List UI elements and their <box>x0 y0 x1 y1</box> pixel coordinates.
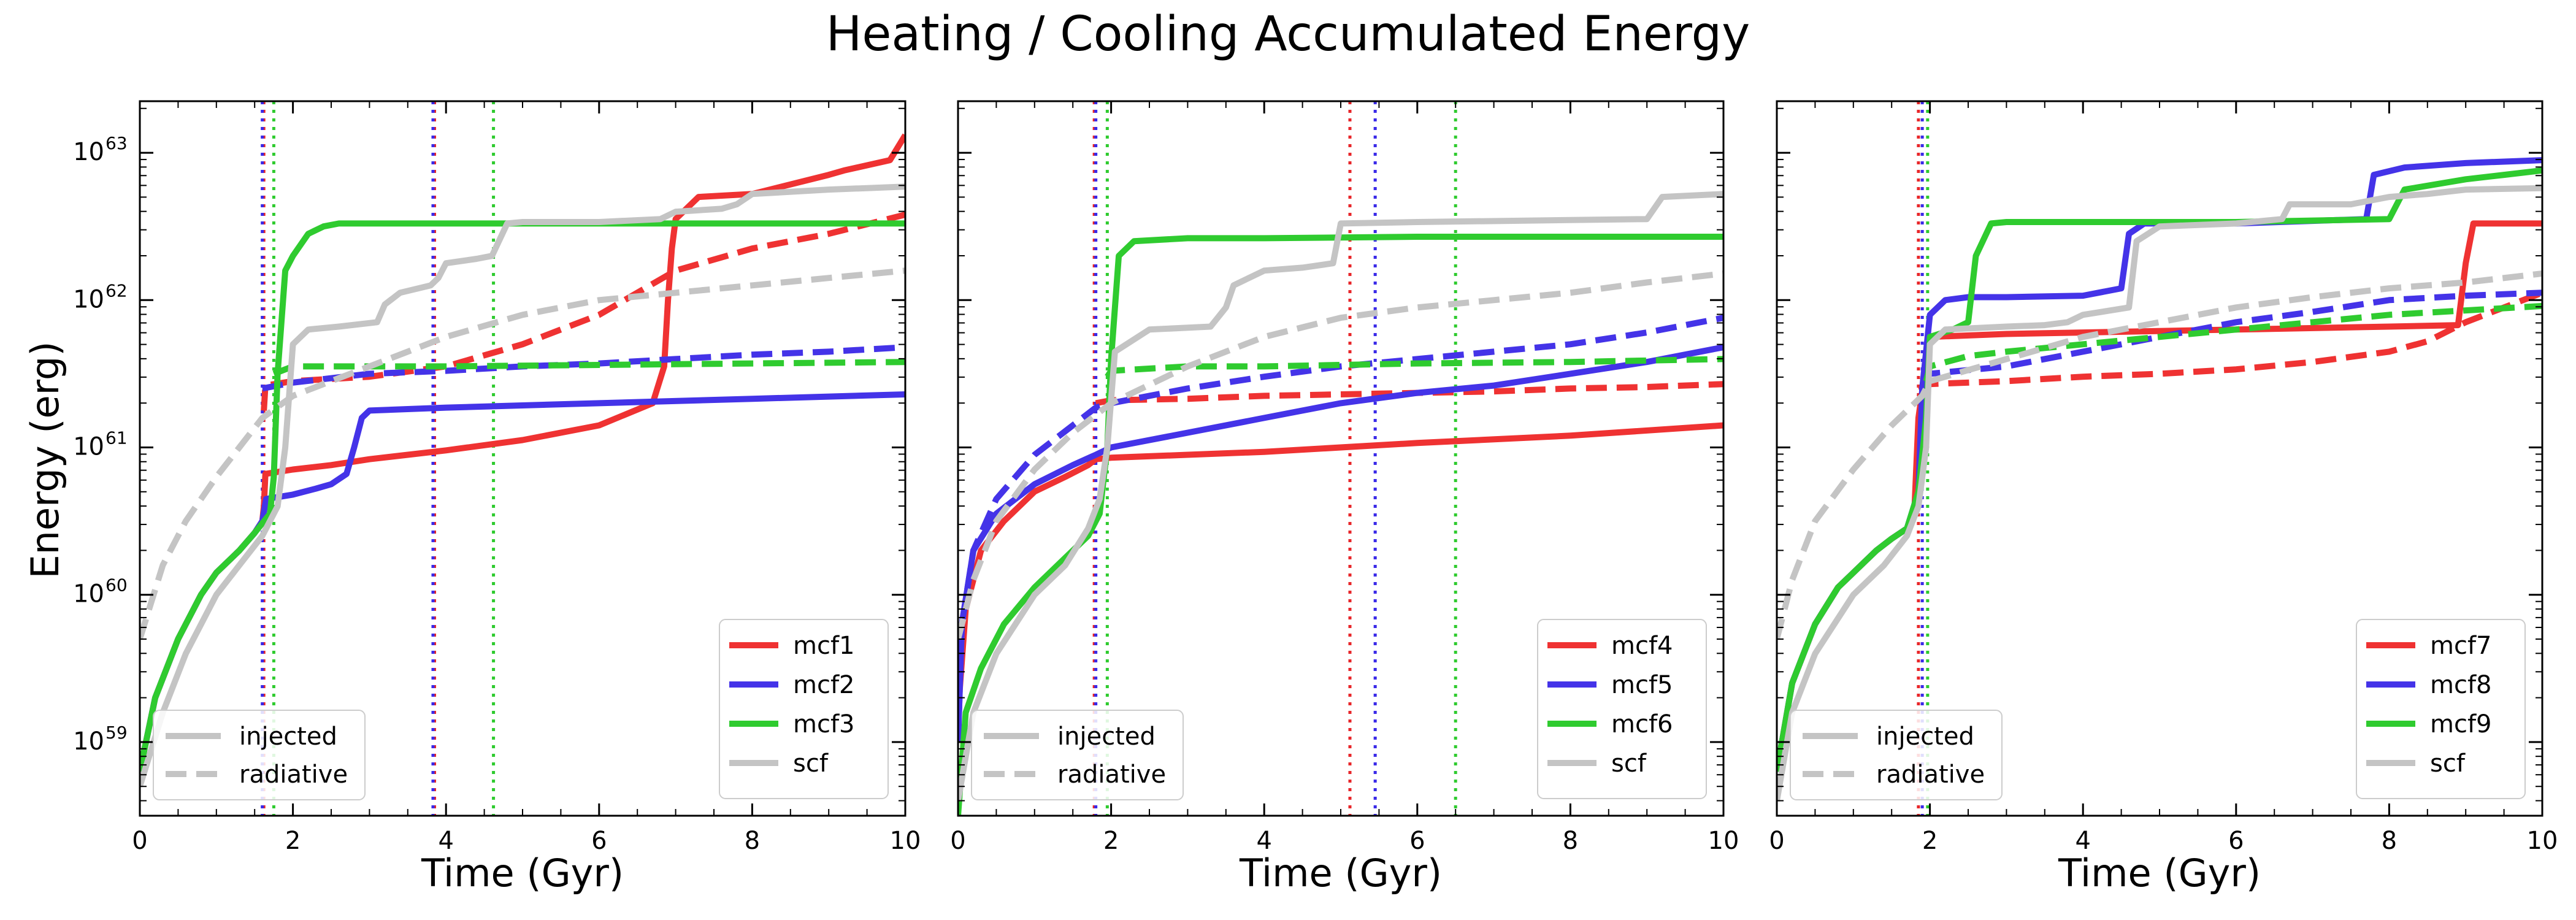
legend-entry: mcf8 <box>2430 671 2492 699</box>
legend-box <box>971 710 1184 800</box>
series-scf-radiative <box>140 267 905 640</box>
legend-entry: scf <box>2430 749 2466 778</box>
y-tick-exponent: 63 <box>105 133 128 153</box>
y-tick-exponent: 62 <box>105 280 128 301</box>
x-tick-label: 0 <box>1769 827 1784 855</box>
x-tick-label: 0 <box>132 827 147 855</box>
legend-entry: radiative <box>1057 761 1166 789</box>
legend-box <box>1537 619 1707 799</box>
series-scf-injected <box>958 191 1723 802</box>
x-tick-label: 2 <box>285 827 301 855</box>
legend-entry: mcf4 <box>1611 632 1673 660</box>
x-tick-label: 2 <box>1922 827 1938 855</box>
series-mcf1-radiative <box>261 212 905 411</box>
x-tick-label: 6 <box>1409 827 1425 855</box>
legend-entry: scf <box>793 749 829 778</box>
legend-entry: injected <box>239 723 337 751</box>
series-scf-injected <box>140 183 905 788</box>
x-tick-label: 6 <box>2228 827 2244 855</box>
series-mcf4-radiative <box>1095 381 1723 407</box>
series-scf-injected <box>1777 185 2542 802</box>
legend-entry: radiative <box>1876 761 1985 789</box>
x-axis-label: Time (Gyr) <box>1239 851 1442 895</box>
series-scf-radiative <box>958 270 1723 640</box>
plot-area <box>958 101 1723 816</box>
legend-box <box>153 710 366 800</box>
legend-box <box>2356 619 2526 799</box>
legend-box <box>1790 710 2003 800</box>
x-axis-label: Time (Gyr) <box>2058 851 2261 895</box>
legend-entry: mcf1 <box>793 632 855 660</box>
y-axis-label: Energy (erg) <box>23 341 67 578</box>
style-legend: injected radiative <box>971 710 1184 800</box>
series-mcf9-radiative <box>1923 302 2542 382</box>
legend-entry: radiative <box>239 761 348 789</box>
x-tick-label: 4 <box>1256 827 1271 855</box>
plot-area <box>1777 101 2542 816</box>
x-tick-label: 6 <box>591 827 607 855</box>
series-scf-radiative <box>1777 270 2542 640</box>
legend-entry: mcf6 <box>1611 710 1673 738</box>
legend-entry: mcf5 <box>1611 671 1673 699</box>
legend-entry: mcf2 <box>793 671 855 699</box>
x-tick-label: 8 <box>1563 827 1578 855</box>
legend-box <box>719 619 889 799</box>
y-tick-label: 10 <box>73 727 104 756</box>
x-axis-label: Time (Gyr) <box>421 851 624 895</box>
y-tick-label: 10 <box>73 285 104 313</box>
series-mcf3-injected <box>140 220 905 772</box>
series-mcf7-radiative <box>1917 289 2542 392</box>
plot-area <box>140 101 905 816</box>
x-tick-label: 10 <box>890 827 921 855</box>
y-tick-label: 10 <box>73 138 104 166</box>
y-tick-exponent: 59 <box>105 723 128 743</box>
series-mcf5-radiative <box>958 315 1723 743</box>
figure-title: Heating / Cooling Accumulated Energy <box>826 7 1750 62</box>
x-tick-label: 8 <box>2382 827 2397 855</box>
y-tick-exponent: 61 <box>105 427 128 448</box>
y-tick-exponent: 60 <box>105 575 128 596</box>
x-tick-label: 10 <box>2527 827 2558 855</box>
y-tick-label: 10 <box>73 580 104 608</box>
x-tick-label: 4 <box>2075 827 2090 855</box>
legend-entry: scf <box>1611 749 1647 778</box>
x-tick-label: 2 <box>1103 827 1119 855</box>
panel-2: 0 2 4 6 8 10 Time (Gyr) mcf4 mcf5 mcf6 scf injected… <box>950 100 1739 895</box>
series-legend: mcf7 mcf8 mcf9 scf <box>2356 619 2526 799</box>
series-mcf2-radiative <box>261 344 905 392</box>
series-legend: mcf1 mcf2 mcf3 scf <box>719 619 889 799</box>
style-legend: injected radiative <box>1790 710 2003 800</box>
panel-3: 0 2 4 6 8 10 Time (Gyr) mcf7 mcf8 mcf9 scf injected… <box>1769 100 2558 895</box>
x-tick-label: 8 <box>745 827 760 855</box>
style-legend: injected radiative <box>153 710 366 800</box>
legend-entry: injected <box>1057 723 1156 751</box>
legend-entry: mcf7 <box>2430 632 2492 660</box>
x-tick-label: 0 <box>950 827 965 855</box>
x-tick-label: 4 <box>438 827 453 855</box>
series-legend: mcf4 mcf5 mcf6 scf <box>1537 619 1707 799</box>
y-tick-label: 10 <box>73 432 104 461</box>
legend-entry: injected <box>1876 723 1974 751</box>
x-tick-label: 10 <box>1708 827 1739 855</box>
legend-entry: mcf9 <box>2430 710 2492 738</box>
legend-entry: mcf3 <box>793 710 855 738</box>
series-mcf5-injected <box>958 344 1723 743</box>
